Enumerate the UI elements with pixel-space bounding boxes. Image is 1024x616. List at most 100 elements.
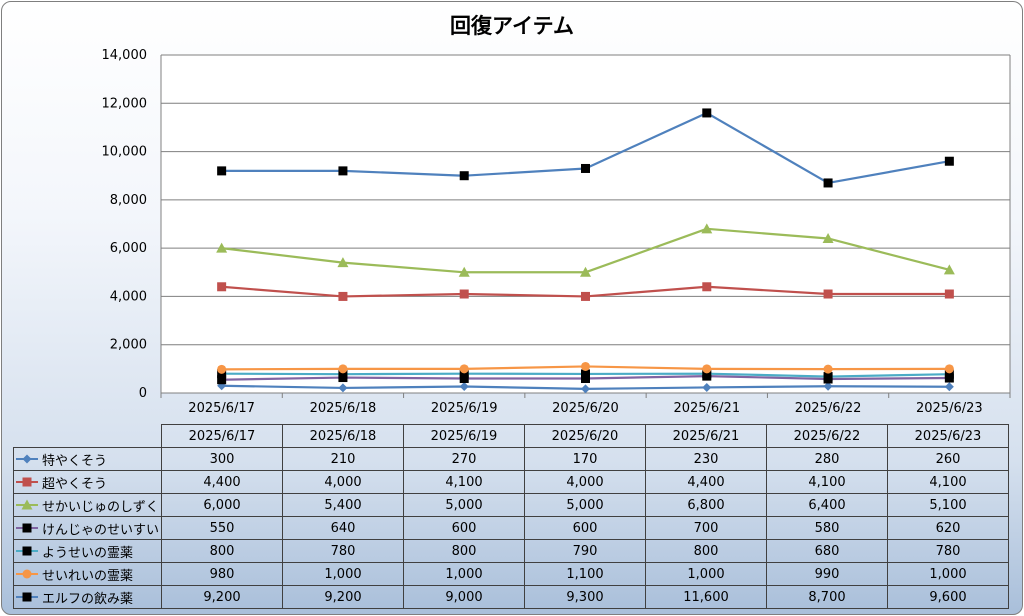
table-row: ようせいの霊薬 800 780 800 790 800 680 780 — [13, 539, 1009, 563]
table-cell: 4,100 — [403, 470, 525, 494]
data-point — [702, 108, 712, 118]
series-label: エルフの飲み薬 — [42, 591, 134, 607]
data-point — [944, 156, 954, 166]
table-cell: 980 — [161, 562, 283, 586]
table-cell: 300 — [161, 447, 283, 471]
data-point — [823, 372, 833, 382]
table-row: エルフの飲み薬 9,200 9,200 9,000 9,300 11,600 8,700 9,… — [13, 585, 1009, 609]
data-point — [338, 166, 348, 176]
table-cell: 4,100 — [766, 470, 888, 494]
data-point — [943, 264, 955, 275]
table-cell: 1,000 — [645, 562, 767, 586]
data-point — [580, 266, 591, 277]
table-cell: 210 — [282, 447, 404, 471]
data-point — [459, 374, 469, 384]
legend-key-marker — [22, 592, 32, 602]
data-point — [338, 369, 348, 379]
table-row: けんじゃのせいすい 550 640 600 600 700 580 620 — [13, 516, 1009, 540]
data-point — [216, 242, 228, 253]
table-cell: 1,000 — [282, 562, 404, 586]
data-point — [459, 171, 469, 181]
plot-background — [161, 55, 1010, 393]
table-cell: 790 — [524, 539, 646, 563]
data-point — [944, 289, 954, 299]
table-column-header: 2025/6/21 — [645, 424, 767, 448]
table-cell: 6,000 — [161, 493, 283, 517]
table-row-header: 超やくそう — [13, 470, 162, 494]
table-row: 特やくそう 300 210 270 170 230 280 260 — [13, 447, 1009, 471]
table-cell: 640 — [282, 516, 404, 540]
table-cell: 800 — [161, 539, 283, 563]
table-cell: 5,000 — [524, 493, 646, 517]
y-tick-label: 12,000 — [102, 96, 148, 111]
x-tick-label: 2025/6/23 — [916, 401, 983, 416]
table-cell: 1,000 — [887, 562, 1009, 586]
x-tick-label: 2025/6/19 — [431, 401, 498, 416]
legend-key-marker — [22, 477, 32, 487]
table-cell: 620 — [887, 516, 1009, 540]
x-tick-label: 2025/6/21 — [673, 401, 740, 416]
legend-key — [16, 523, 38, 533]
legend-key-marker — [21, 499, 33, 510]
table-cell: 8,700 — [766, 585, 888, 609]
y-tick-label: 4,000 — [110, 289, 147, 304]
legend-key — [16, 454, 38, 464]
data-point — [944, 364, 954, 374]
data-point — [459, 369, 469, 379]
table-cell: 580 — [766, 516, 888, 540]
table-column-header: 2025/6/22 — [766, 424, 888, 448]
table-cell: 1,100 — [524, 562, 646, 586]
table-cell: 230 — [645, 447, 767, 471]
data-point — [217, 166, 227, 176]
table-cell: 6,400 — [766, 493, 888, 517]
table-cell: 9,600 — [887, 585, 1009, 609]
table-row-header: せかいじゅのしずく — [13, 493, 162, 517]
data-point — [702, 382, 712, 392]
legend-key-marker — [22, 569, 32, 579]
table-cell: 5,000 — [403, 493, 525, 517]
data-point — [944, 382, 954, 392]
legend-key — [16, 569, 38, 579]
table-cell: 1,000 — [403, 562, 525, 586]
table-cell: 9,200 — [282, 585, 404, 609]
table-cell: 280 — [766, 447, 888, 471]
x-tick-label: 2025/6/20 — [552, 401, 619, 416]
table-column-header: 2025/6/18 — [282, 424, 404, 448]
y-tick-label: 14,000 — [102, 48, 148, 63]
data-point — [458, 266, 470, 277]
table-cell: 9,200 — [161, 585, 283, 609]
data-point — [581, 369, 590, 379]
legend-key-marker — [22, 454, 32, 464]
data-point — [338, 364, 348, 374]
data-point — [217, 364, 227, 374]
data-point — [944, 369, 954, 379]
table-column-header: 2025/6/20 — [524, 424, 646, 448]
data-point — [581, 374, 590, 384]
data-table: 2025/6/17 2025/6/18 2025/6/19 2025/6/20 2025… — [13, 424, 1009, 609]
table-row: せいれいの霊薬 980 1,000 1,000 1,100 1,000 990 1,000 — [13, 562, 1009, 586]
y-tick-label: 0 — [139, 386, 147, 401]
table-cell: 6,800 — [645, 493, 767, 517]
data-point — [823, 178, 833, 188]
data-point — [217, 375, 227, 385]
table-cell: 9,000 — [403, 585, 525, 609]
table-row-header: ようせいの霊薬 — [13, 539, 162, 563]
table-column-header: 2025/6/23 — [887, 424, 1009, 448]
table-cell: 700 — [645, 516, 767, 540]
data-point — [581, 163, 590, 173]
legend-key — [16, 592, 38, 602]
y-tick-label: 2,000 — [110, 338, 147, 353]
data-point — [702, 364, 712, 374]
series-label: 超やくそう — [42, 476, 108, 492]
table-corner — [13, 424, 162, 448]
data-point — [338, 291, 348, 301]
series-label: ようせいの霊薬 — [42, 545, 134, 561]
data-point — [459, 364, 469, 374]
table-header-row: 2025/6/17 2025/6/18 2025/6/19 2025/6/20 2025… — [13, 424, 1009, 448]
y-tick-label: 8,000 — [110, 193, 147, 208]
x-tick-label: 2025/6/17 — [188, 401, 255, 416]
table-row-header: 特やくそう — [13, 447, 162, 471]
table-cell: 5,100 — [887, 493, 1009, 517]
table-cell: 550 — [161, 516, 283, 540]
table-cell: 800 — [403, 539, 525, 563]
